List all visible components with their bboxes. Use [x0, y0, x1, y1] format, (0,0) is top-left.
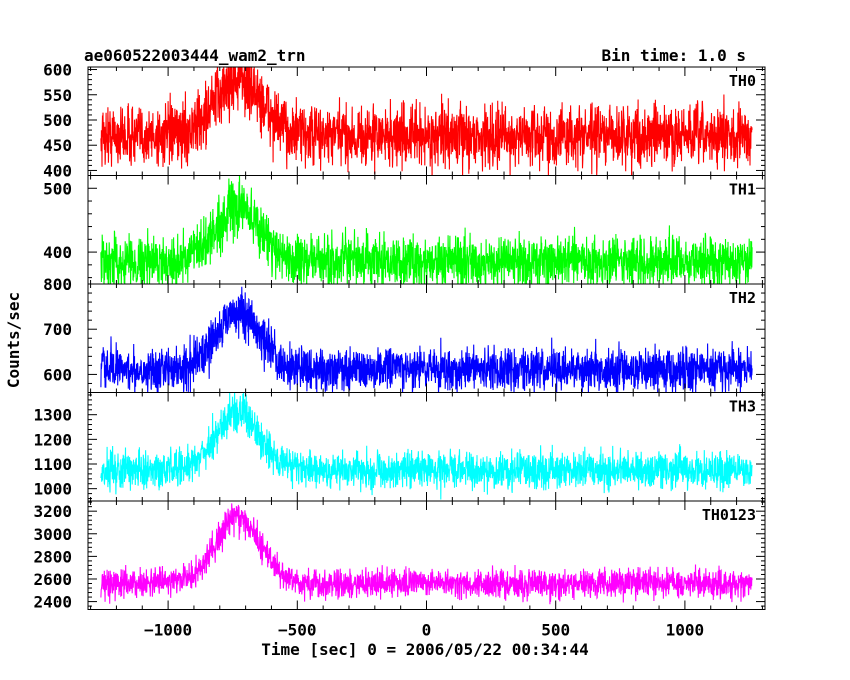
panel-label-th1: TH1 — [729, 181, 756, 199]
panel-th0123: 2400 2600 2800 3000 3200 TH0123 — [33, 500, 766, 612]
panel-label-th0123: TH0123 — [702, 506, 756, 524]
panel-frame — [87, 392, 766, 502]
y-tick-label: 500 — [43, 111, 72, 130]
y-tick-label: 600 — [43, 365, 72, 384]
series-line-th0123 — [100, 503, 753, 605]
panel-th2: 600 700 800 TH2 — [43, 275, 766, 393]
x-axis-label: Time [sec] 0 = 2006/05/22 00:34:44 — [261, 640, 589, 659]
x-axis: −1000 −500 0 500 1000 — [144, 621, 704, 640]
y-tick-label: 3000 — [33, 525, 72, 544]
y-tick-label: 800 — [43, 275, 72, 294]
y-tick-label: 400 — [43, 161, 72, 180]
bin-time-label: Bin time: 1.0 s — [602, 46, 747, 65]
panel-th1: 400 500 TH1 — [43, 175, 766, 285]
y-tick-label: 1300 — [33, 406, 72, 425]
x-tick-label: 0 — [422, 621, 432, 640]
y-tick-label: 400 — [43, 243, 72, 262]
y-tick-label: 2400 — [33, 593, 72, 612]
y-tick-label: 2600 — [33, 570, 72, 589]
y-tick-label: 550 — [43, 86, 72, 105]
panel-label-th3: TH3 — [729, 398, 756, 416]
y-tick-label: 1000 — [33, 480, 72, 499]
x-tick-label: −1000 — [144, 621, 192, 640]
x-tick-label: −500 — [278, 621, 317, 640]
panel-label-th0: TH0 — [729, 72, 756, 90]
series-line-th2 — [100, 286, 753, 393]
y-tick-label: 1100 — [33, 455, 72, 474]
x-tick-label: 1000 — [666, 621, 705, 640]
panel-label-th2: TH2 — [729, 289, 756, 307]
y-axis-label: Counts/sec — [4, 292, 23, 388]
series-line-th1 — [100, 175, 753, 284]
y-tick-label: 600 — [43, 61, 72, 80]
y-tick-label: 500 — [43, 179, 72, 198]
y-tick-label: 450 — [43, 136, 72, 155]
y-tick-label: 2800 — [33, 547, 72, 566]
chart-title: ae060522003444_wam2_trn — [84, 46, 306, 65]
series-line-th0 — [100, 67, 753, 176]
panel-th3: 1000 1100 1200 1300 TH3 — [33, 392, 766, 502]
series-line-th3 — [100, 392, 753, 500]
x-tick-label: 500 — [541, 621, 570, 640]
y-tick-label: 1200 — [33, 430, 72, 449]
y-tick-label: 3200 — [33, 502, 72, 521]
y-tick-label: 700 — [43, 320, 72, 339]
